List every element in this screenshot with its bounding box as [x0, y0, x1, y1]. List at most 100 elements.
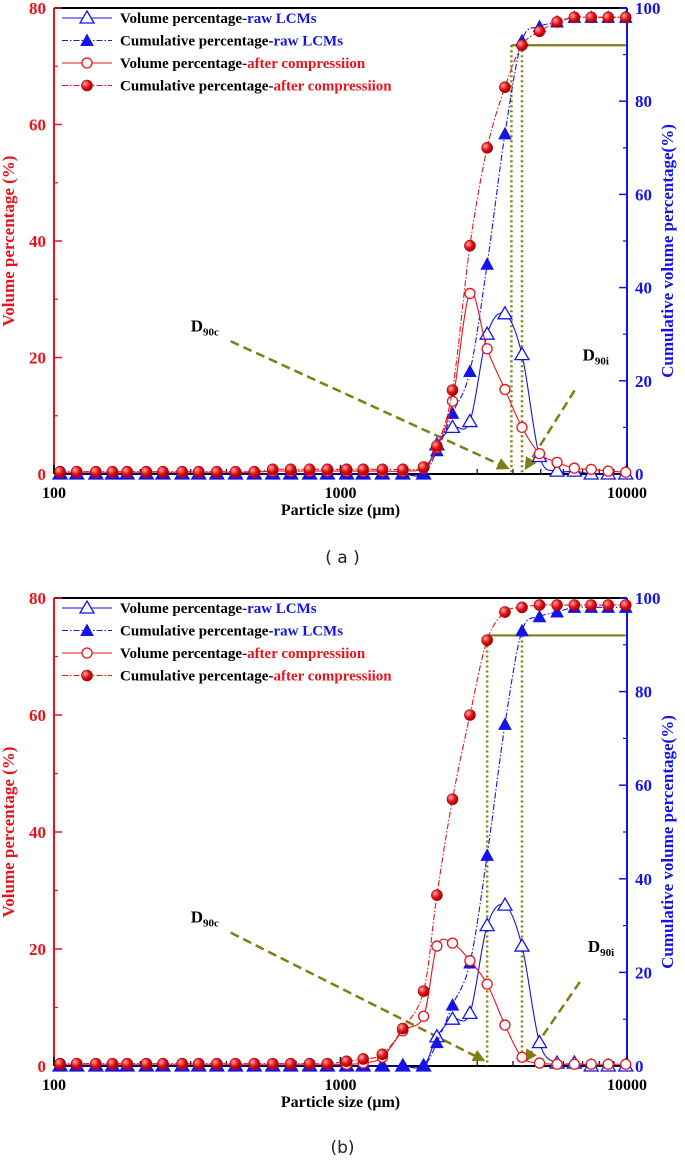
data-point	[620, 1058, 632, 1070]
data-point	[303, 463, 316, 476]
data-point	[70, 1057, 83, 1070]
legend-label: Cumulative percentage-raw LCMs	[120, 624, 343, 640]
data-point	[533, 447, 546, 460]
data-point	[481, 142, 493, 154]
series-1	[51, 896, 634, 1072]
data-point	[90, 465, 102, 478]
left-y-tick-label: 0	[38, 465, 47, 484]
right-y-tick-label: 0	[635, 1057, 644, 1076]
data-point	[568, 462, 581, 474]
data-point	[140, 1057, 153, 1070]
data-point	[551, 456, 563, 469]
data-point	[602, 465, 614, 477]
data-point	[461, 413, 479, 428]
data-point	[548, 462, 566, 477]
data-point	[499, 81, 511, 94]
data-point	[513, 346, 531, 361]
right-y-tick-label: 20	[635, 963, 652, 982]
data-point	[515, 623, 529, 637]
data-point	[284, 1057, 297, 1070]
data-point	[321, 1057, 334, 1070]
data-point	[446, 793, 459, 806]
data-point	[266, 1057, 279, 1070]
data-point	[210, 465, 223, 478]
legend-label: Volume percentage-raw LCMs	[120, 601, 317, 617]
data-point	[568, 1058, 581, 1070]
right-y-tick-label: 80	[635, 92, 652, 111]
data-point	[321, 463, 334, 476]
data-point	[54, 465, 66, 478]
data-point	[516, 1051, 528, 1063]
data-point	[340, 463, 353, 476]
data-point	[192, 465, 205, 478]
data-point	[431, 889, 443, 901]
legend: Volume percentage-raw LCMs Cumulative per…	[62, 599, 392, 685]
data-point	[551, 599, 563, 611]
data-point	[568, 11, 581, 24]
x-tick-label: 100	[42, 1077, 66, 1094]
legend-marker	[81, 669, 93, 682]
series-4	[54, 11, 632, 478]
data-point	[531, 1034, 548, 1049]
data-point	[464, 287, 476, 300]
right-y-tick-label: 40	[635, 870, 652, 889]
data-point	[481, 978, 493, 990]
data-point	[284, 463, 297, 476]
data-point	[533, 25, 546, 38]
data-point	[417, 1010, 430, 1022]
data-point	[444, 419, 461, 434]
data-point	[461, 1005, 479, 1019]
data-point	[499, 606, 511, 618]
legend-label: Cumulative percentage-after compressiion	[120, 79, 392, 95]
data-point	[464, 955, 476, 967]
data-point	[106, 465, 119, 478]
left-y-axis-label: Volume percentage (%)	[0, 156, 18, 327]
data-point	[533, 1057, 546, 1069]
series-4	[54, 599, 632, 1070]
right-y-tick-label: 40	[635, 279, 652, 298]
data-point	[357, 463, 369, 476]
left-y-tick-label: 40	[29, 823, 46, 842]
legend-marker	[81, 57, 93, 69]
right-y-tick-label: 80	[635, 683, 652, 702]
data-point	[620, 466, 632, 478]
data-point	[121, 465, 133, 478]
data-point	[266, 463, 279, 476]
data-point	[416, 1058, 431, 1072]
d90i-arrow	[524, 389, 576, 471]
data-point	[340, 1055, 353, 1068]
left-y-tick-label: 60	[29, 706, 46, 725]
x-tick-label: 1000	[325, 485, 357, 502]
panel-caption-a: ( a )	[325, 548, 360, 568]
left-y-axis-label: Volume percentage (%)	[0, 747, 18, 918]
left-y-tick-label: 80	[29, 0, 46, 18]
legend-marker	[78, 9, 96, 24]
series-line	[60, 606, 626, 1069]
data-point	[376, 1048, 389, 1061]
right-y-axis-label: Cumulative volume percentage(%)	[658, 715, 677, 969]
x-tick-label: 100	[42, 485, 66, 502]
data-point	[417, 985, 430, 997]
data-point	[229, 1057, 242, 1070]
data-point	[397, 1022, 409, 1035]
d90i-label: D90i	[588, 937, 614, 959]
data-point	[430, 1035, 444, 1049]
data-point	[54, 1057, 66, 1070]
data-point	[602, 599, 615, 611]
series-3	[54, 937, 632, 1070]
data-point	[602, 11, 615, 24]
data-point	[446, 384, 459, 396]
legend-marker	[81, 647, 93, 659]
data-point	[121, 1057, 133, 1070]
x-axis-label: Particle size (μm)	[281, 502, 400, 519]
data-point	[376, 463, 389, 476]
series-line	[60, 16, 626, 477]
right-y-axis-label: Cumulative volume percentage(%)	[658, 124, 677, 378]
data-point	[481, 634, 493, 646]
right-y-tick-label: 60	[635, 776, 652, 795]
data-point	[499, 383, 511, 396]
left-y-tick-label: 20	[29, 349, 46, 368]
data-point	[157, 1057, 169, 1070]
